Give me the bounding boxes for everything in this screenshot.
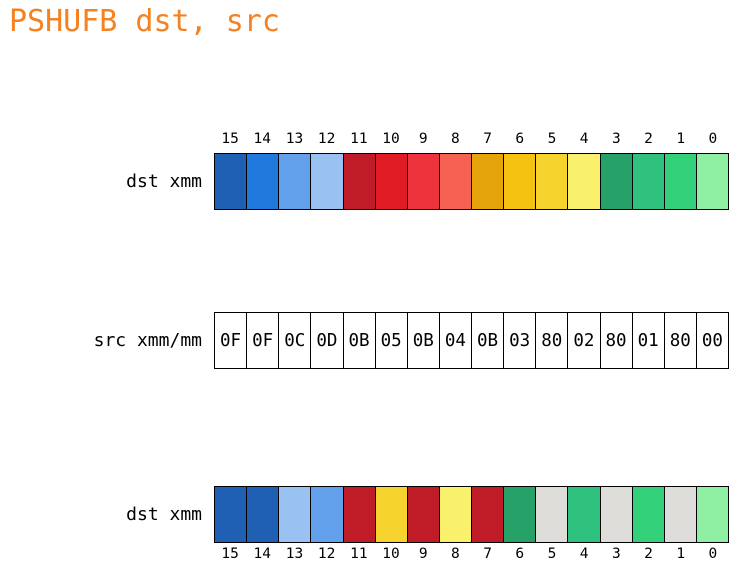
byte-cell — [503, 487, 536, 542]
byte-index-label: 12 — [317, 546, 336, 562]
byte-index-label: 10 — [382, 131, 400, 147]
dst-index-labels-bottom: 15 14 13 12 11 10 9 8 7 6 5 4 3 2 1 0 — [214, 544, 729, 564]
byte-index-label: 11 — [350, 546, 368, 562]
byte-cell — [631, 154, 664, 209]
byte-cell — [278, 154, 311, 209]
byte-index-label: 9 — [418, 546, 428, 562]
result-register-label: dst xmm — [126, 504, 202, 525]
byte-cell — [246, 154, 279, 209]
byte-cell — [215, 487, 247, 542]
diagram-title: PSHUFB dst, src — [9, 4, 280, 39]
byte-index-label: 13 — [285, 546, 304, 562]
dst-index-labels-top: 15 14 13 12 11 10 9 8 7 6 5 4 3 2 1 0 — [214, 129, 729, 149]
byte-cell — [310, 154, 343, 209]
byte-cell: 80 — [535, 313, 568, 368]
byte-cell: 0F — [246, 313, 279, 368]
byte-cell — [471, 487, 504, 542]
byte-index-label: 7 — [483, 546, 492, 562]
byte-cell: 0B — [406, 313, 439, 368]
result-register-bytes — [214, 486, 729, 543]
byte-cell — [567, 154, 600, 209]
byte-index-label: 4 — [579, 546, 589, 562]
byte-index-label: 8 — [451, 131, 460, 147]
byte-cell — [695, 487, 728, 542]
byte-cell — [599, 487, 632, 542]
byte-cell: 80 — [663, 313, 696, 368]
byte-index-label: 0 — [708, 131, 718, 147]
byte-index-label: 13 — [285, 131, 304, 147]
byte-cell — [342, 154, 375, 209]
byte-cell: 03 — [503, 313, 536, 368]
byte-cell — [663, 487, 696, 542]
byte-cell: 04 — [438, 313, 471, 368]
byte-index-label: 15 — [221, 131, 239, 147]
byte-index-label: 14 — [253, 131, 272, 147]
byte-cell: 0F — [215, 313, 247, 368]
byte-index-label: 1 — [676, 131, 686, 147]
byte-cell — [215, 154, 247, 209]
byte-cell — [342, 487, 375, 542]
byte-index-label: 12 — [317, 131, 336, 147]
byte-cell — [374, 154, 407, 209]
dst-register-label: dst xmm — [126, 171, 202, 192]
byte-cell — [503, 154, 536, 209]
src-register-bytes: 0F 0F 0C 0D 0B 05 0B 04 0B 03 80 02 80 01 80 00 — [214, 312, 729, 369]
byte-cell — [599, 154, 632, 209]
byte-index-label: 6 — [515, 546, 525, 562]
byte-index-label: 14 — [253, 546, 272, 562]
byte-cell: 0B — [342, 313, 375, 368]
byte-cell: 02 — [567, 313, 600, 368]
byte-cell — [406, 154, 439, 209]
byte-cell: 00 — [695, 313, 728, 368]
byte-cell — [631, 487, 664, 542]
byte-index-label: 4 — [579, 131, 589, 147]
byte-cell: 0D — [310, 313, 343, 368]
byte-index-label: 0 — [708, 546, 718, 562]
byte-index-label: 11 — [350, 131, 368, 147]
byte-index-label: 2 — [644, 131, 653, 147]
byte-cell — [535, 154, 568, 209]
byte-cell — [695, 154, 728, 209]
byte-cell: 05 — [374, 313, 407, 368]
byte-cell — [471, 154, 504, 209]
byte-index-label: 5 — [547, 546, 557, 562]
byte-index-label: 7 — [483, 131, 492, 147]
byte-index-label: 10 — [382, 546, 400, 562]
byte-index-label: 15 — [221, 546, 239, 562]
byte-cell — [438, 487, 471, 542]
byte-cell: 01 — [631, 313, 664, 368]
byte-index-label: 6 — [515, 131, 525, 147]
dst-register-bytes — [214, 153, 729, 210]
byte-cell — [438, 154, 471, 209]
byte-index-label: 9 — [418, 131, 428, 147]
byte-cell — [535, 487, 568, 542]
src-register-label: src xmm/mm — [93, 330, 202, 351]
byte-cell: 80 — [599, 313, 632, 368]
byte-cell: 0C — [278, 313, 311, 368]
byte-cell: 0B — [471, 313, 504, 368]
byte-index-label: 8 — [451, 546, 460, 562]
byte-cell — [246, 487, 279, 542]
byte-cell — [310, 487, 343, 542]
byte-index-label: 2 — [644, 546, 653, 562]
byte-index-label: 1 — [676, 546, 686, 562]
byte-cell — [406, 487, 439, 542]
byte-cell — [663, 154, 696, 209]
byte-index-label: 3 — [611, 131, 621, 147]
byte-cell — [278, 487, 311, 542]
byte-cell — [374, 487, 407, 542]
byte-index-label: 3 — [611, 546, 621, 562]
byte-index-label: 5 — [547, 131, 557, 147]
byte-cell — [567, 487, 600, 542]
